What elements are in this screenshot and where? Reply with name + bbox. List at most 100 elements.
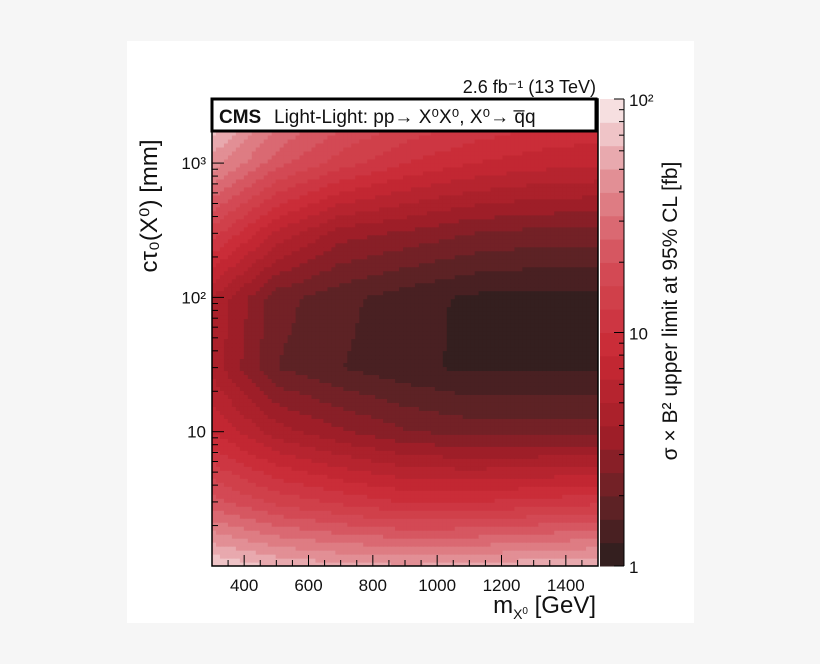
heatmap-cell (287, 426, 293, 431)
heatmap-cell (594, 366, 598, 372)
heatmap-cell (406, 506, 412, 511)
heatmap-cell (494, 426, 500, 431)
heatmap-cell (343, 542, 348, 547)
heatmap-cell (331, 378, 336, 383)
heatmap-cell (586, 410, 591, 415)
heatmap-cell (355, 378, 360, 383)
heatmap-cell (526, 410, 531, 415)
heatmap-cell (379, 394, 384, 399)
heatmap-cell (295, 554, 301, 559)
heatmap-cell (363, 442, 368, 447)
heatmap-cell (263, 518, 269, 523)
heatmap-cell (291, 486, 297, 491)
heatmap-cell (430, 538, 436, 543)
heatmap-cell (307, 414, 313, 419)
heatmap-cell (235, 370, 241, 376)
heatmap-cell (347, 382, 352, 387)
heatmap-cell (582, 542, 587, 547)
heatmap-cell (259, 494, 265, 499)
heatmap-cell (558, 466, 563, 471)
heatmap-cell (562, 470, 567, 475)
heatmap-cell (586, 374, 591, 379)
heatmap-cell (331, 362, 336, 368)
heatmap-cell (255, 446, 261, 451)
heatmap-cell (391, 358, 396, 364)
heatmap-cell (586, 402, 591, 407)
heatmap-cell (590, 362, 595, 368)
heatmap-cell (430, 414, 436, 419)
heatmap-cell (506, 422, 512, 427)
heatmap-cell (319, 466, 325, 471)
heatmap-cell (212, 518, 217, 523)
heatmap-cell (462, 542, 468, 547)
heatmap-cell (227, 474, 233, 479)
heatmap-cell (263, 378, 269, 383)
heatmap-cell (462, 534, 468, 539)
heatmap-cell (534, 394, 539, 399)
heatmap-cell (311, 402, 317, 407)
heatmap-cell (355, 446, 360, 451)
heatmap-cell (311, 470, 317, 475)
heatmap-cell (255, 526, 261, 531)
heatmap-cell (395, 546, 400, 551)
heatmap-cell (590, 370, 595, 376)
heatmap-cell (574, 550, 579, 555)
heatmap-cell (494, 506, 500, 511)
heatmap-cell (283, 474, 289, 479)
heatmap-cell (391, 394, 396, 399)
heatmap-cell (470, 558, 476, 563)
heatmap-cell (482, 410, 488, 415)
heatmap-cell (259, 430, 265, 435)
heatmap-cell (319, 530, 325, 535)
heatmap-cell (403, 374, 408, 379)
heatmap-cell (574, 426, 579, 431)
heatmap-cell (570, 502, 575, 507)
heatmap-cell (251, 366, 257, 372)
heatmap-cell (307, 478, 313, 483)
heatmap-cell (406, 550, 412, 555)
heatmap-cell (562, 530, 567, 535)
heatmap-cell (371, 378, 376, 383)
heatmap-cell (247, 458, 253, 463)
heatmap-cell (418, 514, 424, 519)
heatmap-cell (550, 518, 555, 523)
heatmap-cell (542, 542, 547, 547)
heatmap-cell (295, 462, 301, 467)
heatmap-cell (247, 362, 253, 368)
heatmap-cell (279, 462, 285, 467)
heatmap-cell (514, 474, 520, 479)
heatmap-cell (375, 510, 380, 515)
heatmap-cell (367, 398, 372, 403)
heatmap-cell (267, 558, 273, 563)
heatmap-cell (375, 386, 380, 391)
heatmap-cell (255, 418, 261, 423)
heatmap-cell (347, 370, 352, 376)
heatmap-cell (247, 394, 253, 399)
heatmap-cell (275, 506, 281, 511)
heatmap-cell (558, 394, 563, 399)
heatmap-cell (291, 546, 297, 551)
heatmap-cell (359, 550, 364, 555)
heatmap-cell (418, 530, 424, 535)
heatmap-cell (275, 410, 281, 415)
heatmap-cell (442, 378, 448, 383)
heatmap-cell (215, 526, 221, 531)
heatmap-cell (219, 418, 225, 423)
heatmap-cell (307, 490, 313, 495)
heatmap-cell (590, 374, 595, 379)
heatmap-cell (430, 366, 436, 372)
heatmap-cell (347, 430, 352, 435)
heatmap-cell (486, 410, 492, 415)
heatmap-cell (371, 530, 376, 535)
heatmap-cell (522, 510, 527, 515)
heatmap-cell (227, 502, 233, 507)
heatmap-cell (371, 526, 376, 531)
heatmap-cell (311, 550, 317, 555)
heatmap-cell (502, 430, 508, 435)
heatmap-cell (355, 486, 360, 491)
heatmap-cell (510, 434, 516, 439)
heatmap-cell (534, 462, 539, 467)
heatmap-cell (255, 558, 261, 563)
heatmap-cell (530, 422, 535, 427)
heatmap-cell (215, 502, 221, 507)
